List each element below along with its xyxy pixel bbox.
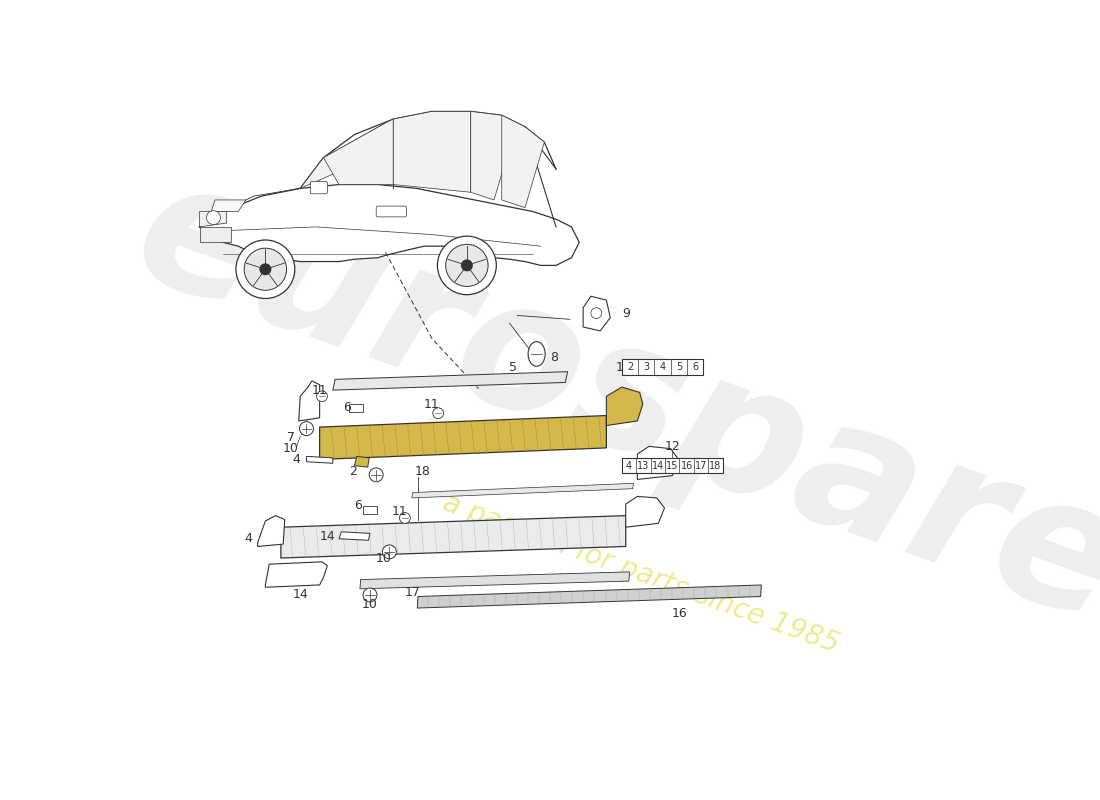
Circle shape	[244, 248, 287, 290]
Text: 15: 15	[667, 461, 679, 470]
Text: 4: 4	[626, 461, 632, 470]
Text: 5: 5	[509, 361, 517, 374]
Text: a passion for parts since 1985: a passion for parts since 1985	[439, 489, 844, 658]
Bar	[363, 506, 377, 514]
Text: 3: 3	[644, 362, 649, 372]
Circle shape	[446, 244, 488, 286]
Text: 5: 5	[675, 362, 682, 372]
Text: 17: 17	[405, 586, 420, 599]
Text: 16: 16	[672, 607, 688, 620]
Text: 2: 2	[627, 362, 634, 372]
Circle shape	[260, 264, 271, 274]
Circle shape	[432, 408, 443, 418]
Polygon shape	[199, 211, 227, 227]
Polygon shape	[211, 200, 246, 211]
Circle shape	[317, 391, 328, 402]
Polygon shape	[307, 456, 333, 463]
Text: 6: 6	[692, 362, 698, 372]
Polygon shape	[300, 123, 385, 188]
Text: 11: 11	[392, 506, 407, 518]
Bar	[621, 458, 723, 474]
Polygon shape	[626, 496, 664, 527]
FancyBboxPatch shape	[310, 182, 328, 194]
Polygon shape	[333, 372, 568, 390]
Polygon shape	[354, 456, 370, 467]
Text: 14: 14	[293, 588, 308, 601]
Circle shape	[235, 240, 295, 298]
Polygon shape	[323, 119, 394, 185]
Circle shape	[370, 468, 383, 482]
Text: 13: 13	[637, 461, 650, 470]
Polygon shape	[583, 296, 610, 331]
Polygon shape	[257, 516, 285, 546]
Text: 10: 10	[376, 551, 392, 565]
Polygon shape	[265, 562, 328, 587]
Text: 10: 10	[283, 442, 299, 455]
Ellipse shape	[528, 342, 546, 366]
Polygon shape	[360, 572, 629, 589]
Text: 2: 2	[349, 466, 356, 478]
Text: 17: 17	[695, 461, 707, 470]
FancyBboxPatch shape	[376, 206, 406, 217]
Bar	[349, 404, 363, 412]
Polygon shape	[606, 387, 642, 426]
Circle shape	[383, 545, 396, 558]
Text: 4: 4	[660, 362, 666, 372]
Text: 18: 18	[710, 461, 722, 470]
Circle shape	[438, 236, 496, 294]
Polygon shape	[417, 585, 761, 608]
Text: 6: 6	[343, 402, 351, 414]
Polygon shape	[502, 115, 544, 208]
Polygon shape	[637, 446, 679, 479]
Text: 16: 16	[681, 461, 693, 470]
Circle shape	[299, 422, 314, 435]
Text: 10: 10	[362, 598, 378, 610]
Text: 14: 14	[651, 461, 664, 470]
Text: 4: 4	[244, 532, 252, 546]
Polygon shape	[199, 185, 580, 266]
Bar	[621, 359, 703, 374]
Text: 8: 8	[550, 351, 558, 364]
Text: 4: 4	[293, 453, 300, 466]
Circle shape	[399, 513, 410, 523]
Text: 7: 7	[287, 431, 295, 444]
Polygon shape	[299, 381, 320, 421]
Polygon shape	[339, 532, 370, 540]
Circle shape	[462, 260, 472, 270]
Polygon shape	[411, 483, 634, 498]
Polygon shape	[300, 111, 572, 227]
Text: 14: 14	[319, 530, 336, 543]
Text: 12: 12	[664, 440, 680, 453]
Circle shape	[363, 588, 377, 602]
Circle shape	[207, 210, 220, 225]
Polygon shape	[471, 111, 514, 200]
Text: 1: 1	[616, 362, 624, 374]
Polygon shape	[199, 227, 231, 242]
Polygon shape	[280, 516, 626, 558]
Polygon shape	[394, 111, 471, 192]
Text: eurospares: eurospares	[113, 142, 1100, 698]
Text: 18: 18	[415, 466, 430, 478]
Text: 11: 11	[425, 398, 440, 410]
Polygon shape	[320, 415, 606, 459]
Text: 11: 11	[311, 384, 328, 397]
Text: 6: 6	[354, 499, 362, 512]
Circle shape	[591, 308, 602, 318]
Text: 9: 9	[621, 306, 629, 320]
